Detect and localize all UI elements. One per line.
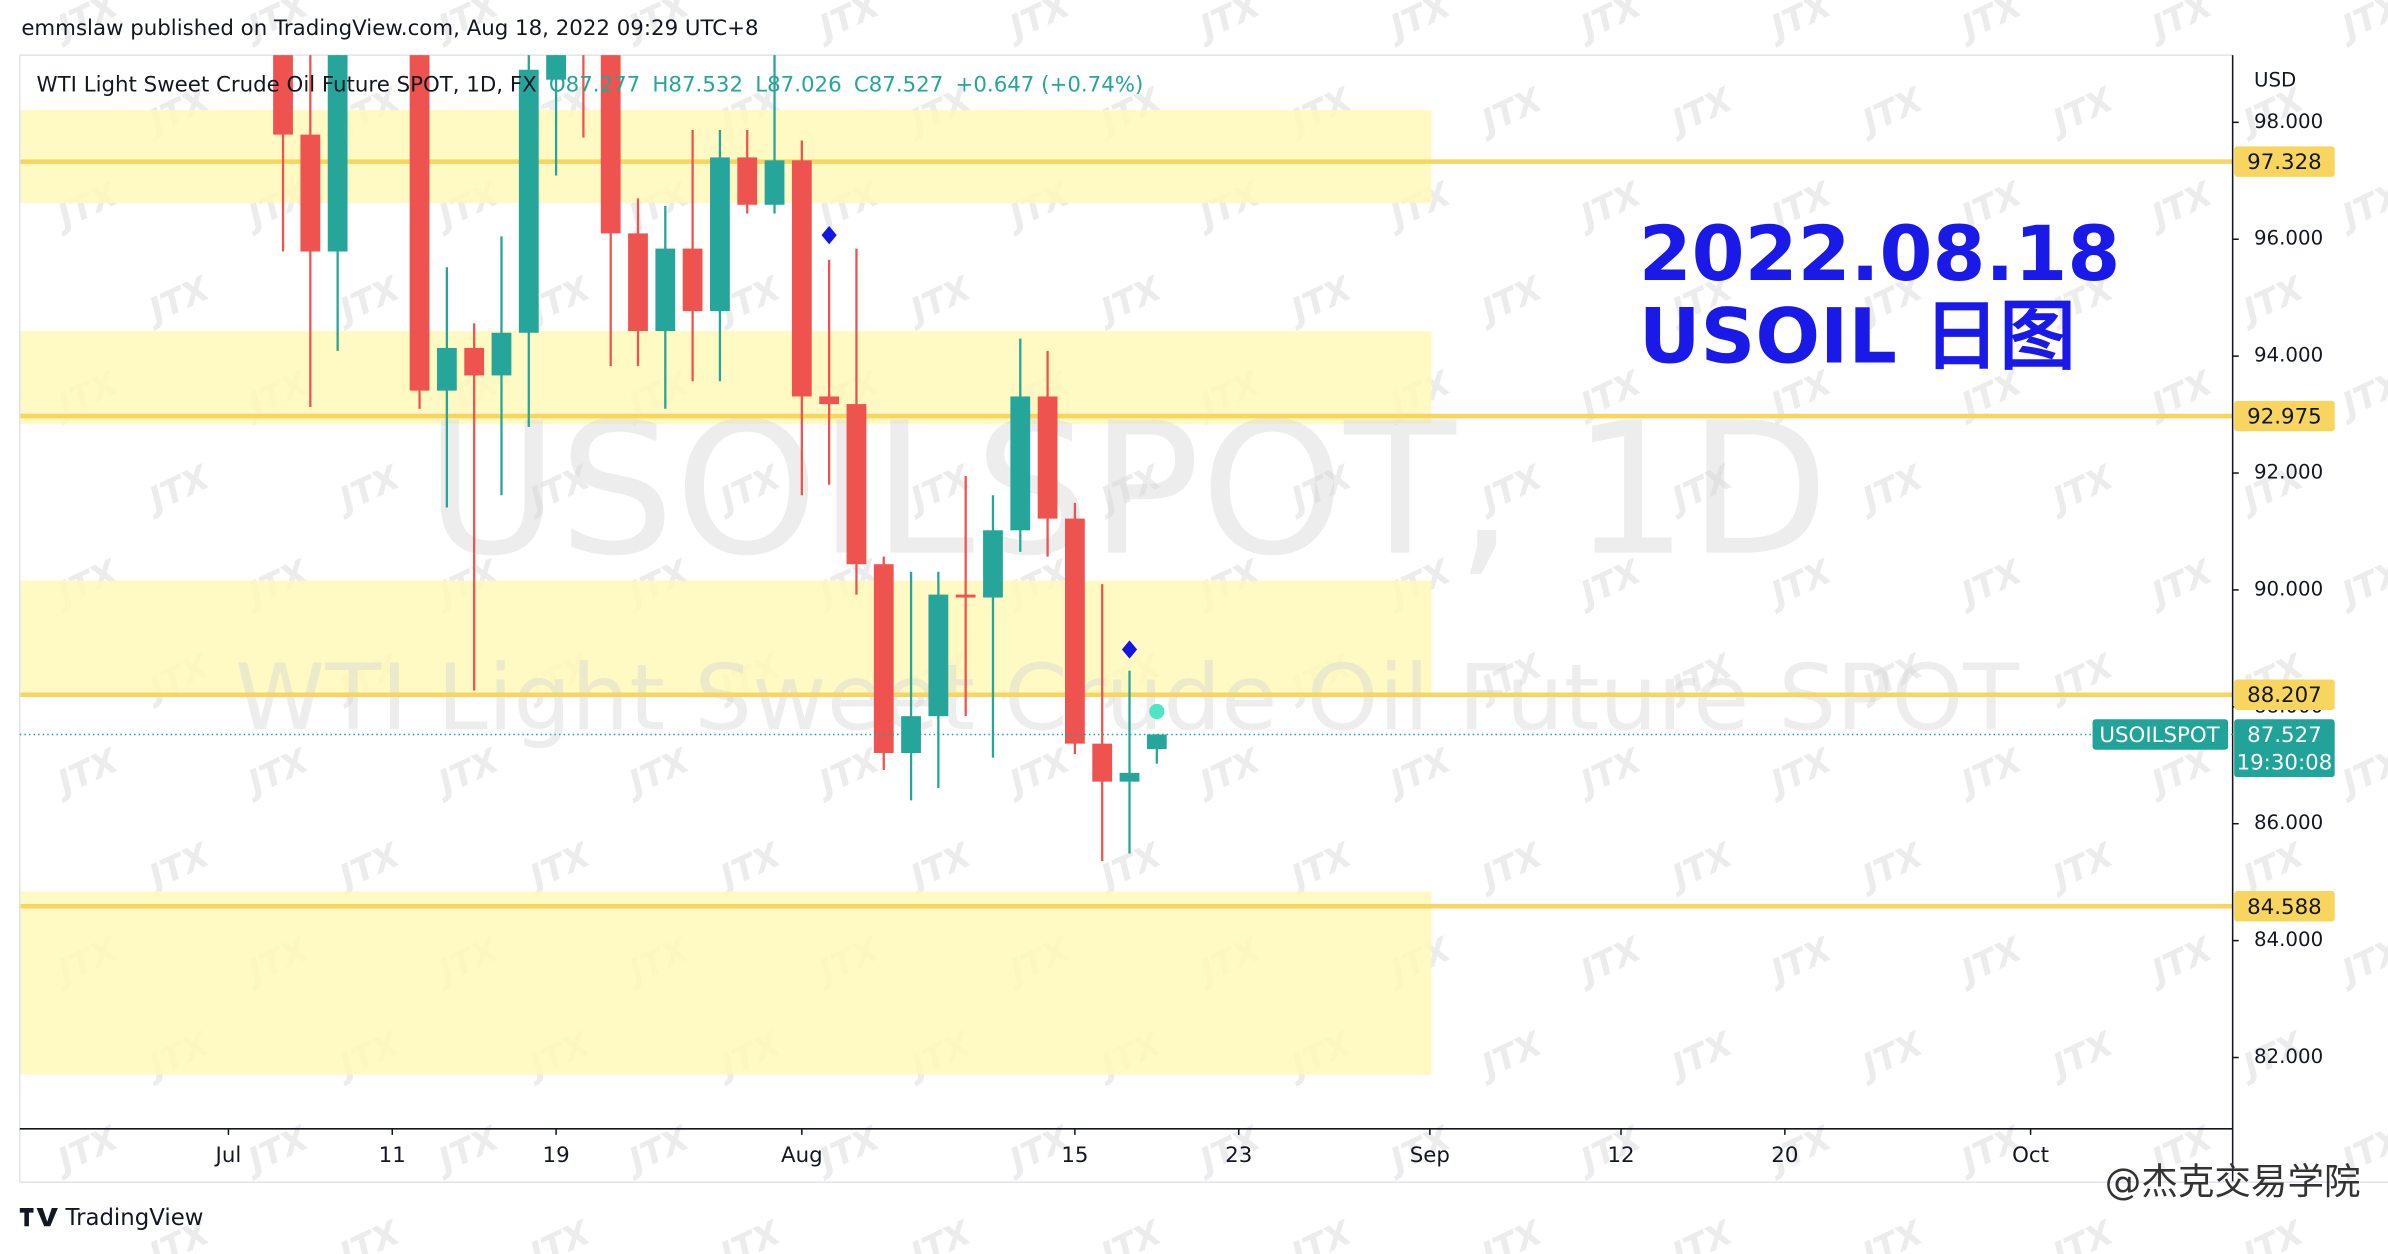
- legend-value: +0.647 (+0.74%): [956, 73, 1144, 98]
- legend-value: C87.527: [854, 73, 943, 98]
- header: emmslaw published on TradingView.com, Au…: [21, 16, 758, 41]
- candle-body: [491, 332, 512, 376]
- legend-title: WTI Light Sweet Crude Oil Future SPOT, 1…: [37, 73, 537, 98]
- candle-body: [300, 134, 321, 252]
- candle-body: [600, 55, 621, 234]
- last-price-name: USOILSPOT: [2099, 723, 2220, 748]
- logo: [19, 1208, 58, 1227]
- marker-dot: [1149, 703, 1165, 720]
- level-label: 88.207: [2247, 683, 2322, 708]
- candle-body: [846, 404, 867, 565]
- y-tick-label: 96.000: [2254, 227, 2323, 250]
- annotation-symbol: USOIL 日图: [1639, 291, 2076, 380]
- y-tick-label: 84.000: [2254, 928, 2323, 951]
- footer-brand: TradingView: [64, 1205, 203, 1231]
- candle-body: [819, 396, 840, 405]
- x-tick-label: Oct: [2012, 1143, 2049, 1168]
- zone: [19, 891, 1432, 1075]
- y-tick-label: 90.000: [2254, 577, 2323, 600]
- y-tick-label: 82.000: [2254, 1045, 2323, 1068]
- last-price-value: 87.527: [2247, 723, 2322, 748]
- x-tick-label: Sep: [1410, 1143, 1450, 1168]
- candle-body: [764, 160, 785, 205]
- marker-diamond: [821, 226, 837, 245]
- candle-body: [873, 564, 894, 753]
- candles: [273, 55, 1167, 862]
- candle-body: [983, 530, 1003, 598]
- level-label-box: [2234, 146, 2335, 177]
- candle-body: [710, 157, 730, 312]
- last-price-tag: [2092, 719, 2229, 750]
- zone: [19, 331, 1432, 424]
- credit: @杰克交易学院: [2105, 1160, 2361, 1203]
- candle-body: [1010, 396, 1031, 531]
- currency: USD: [2254, 69, 2296, 92]
- x-tick-label: 12: [1607, 1143, 1634, 1168]
- candle-body: [464, 347, 485, 376]
- candle-body: [518, 69, 539, 333]
- candle-body: [655, 248, 676, 332]
- watermark-title: USOILSPOT, 1D: [425, 384, 1829, 597]
- last-price-countdown: 19:30:08: [2237, 750, 2333, 775]
- candle-body: [1064, 518, 1085, 744]
- x-tick-label: 15: [1061, 1143, 1088, 1168]
- candle-body: [682, 248, 703, 312]
- candle-body: [1146, 734, 1167, 750]
- x-tick-label: 23: [1225, 1143, 1252, 1168]
- candle-body: [791, 160, 812, 397]
- candle-body: [409, 55, 430, 391]
- zone: [19, 580, 1432, 696]
- candle-body: [1037, 396, 1058, 519]
- legend: WTI Light Sweet Crude Oil Future SPOT, 1…: [37, 73, 1144, 98]
- candle-body: [928, 594, 949, 717]
- candle-body: [628, 233, 648, 332]
- level-label: 92.975: [2247, 405, 2322, 430]
- watermark-subtitle: WTI Light Sweet Crude Oil Future SPOT: [235, 644, 2020, 751]
- x-tick-label: 19: [543, 1143, 570, 1168]
- last-price-box: [2234, 719, 2335, 778]
- x-tick-label: 11: [379, 1143, 406, 1168]
- candle-body: [436, 347, 457, 391]
- level-label-box: [2234, 891, 2335, 922]
- y-tick-label: 86.000: [2254, 811, 2323, 834]
- level-label-box: [2234, 679, 2335, 710]
- logo-icon: [19, 1208, 58, 1227]
- candle-body: [327, 55, 348, 252]
- candle-body: [1092, 743, 1113, 782]
- candle-body: [546, 55, 566, 80]
- candle-body: [273, 55, 293, 135]
- candle-body: [955, 594, 976, 598]
- legend-value: H87.532: [652, 73, 743, 98]
- level-label: 97.328: [2247, 150, 2322, 175]
- y-tick-label: 92.000: [2254, 461, 2323, 484]
- candle-body: [737, 157, 758, 205]
- legend-value: L87.026: [755, 73, 841, 98]
- candle-body: [1119, 772, 1140, 782]
- x-tick-label: Jul: [214, 1143, 242, 1168]
- level-label-box: [2234, 400, 2335, 432]
- y-tick-label: 98.000: [2254, 110, 2323, 133]
- level-label: 84.588: [2247, 895, 2322, 920]
- annotation-date: 2022.08.18: [1639, 209, 2121, 298]
- x-tick-label: 20: [1771, 1143, 1798, 1168]
- x-tick-label: Aug: [781, 1143, 823, 1168]
- y-tick-label: 94.000: [2254, 344, 2323, 367]
- legend-value: O87.277: [549, 73, 640, 98]
